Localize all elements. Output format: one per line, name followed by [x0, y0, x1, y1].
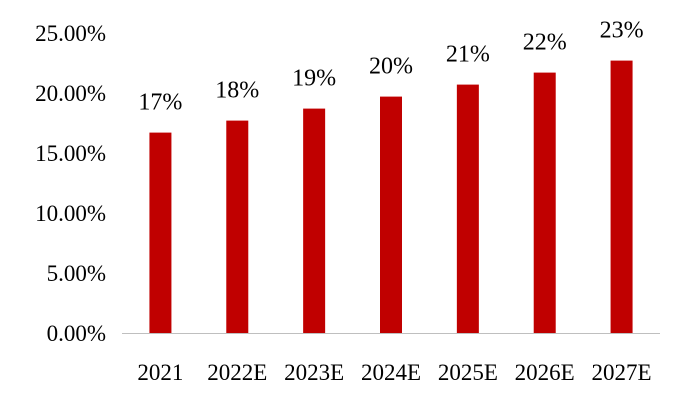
x-tick-label: 2021: [137, 360, 183, 385]
data-label: 20%: [369, 54, 413, 80]
x-tick-label: 2022E: [207, 360, 267, 385]
bar-2026e: [533, 72, 556, 333]
y-tick-label: 20.00%: [35, 81, 106, 106]
bar-2021: [149, 132, 172, 333]
x-tick-label: 2023E: [284, 360, 344, 385]
y-tick-label: 5.00%: [47, 261, 106, 286]
bar-2024e: [380, 96, 402, 333]
y-axis: 0.00% 5.00% 10.00% 15.00% 20.00% 25.00%: [35, 21, 106, 346]
data-label: 23%: [600, 18, 644, 44]
x-axis: 2021 2022E 2023E 2024E 2025E 2026E 2027E: [122, 333, 660, 385]
x-tick-label: 2027E: [592, 360, 652, 385]
data-label: 17%: [138, 90, 182, 116]
y-tick-label: 25.00%: [35, 21, 106, 46]
bar-2025e: [456, 84, 479, 333]
bar-2022e: [226, 120, 249, 333]
data-labels: 17% 18% 19% 20% 21% 22% 23%: [138, 18, 643, 116]
y-tick-label: 15.00%: [35, 141, 106, 166]
data-label: 22%: [523, 30, 567, 56]
data-label: 21%: [446, 42, 490, 68]
x-tick-label: 2026E: [515, 360, 575, 385]
y-tick-label: 0.00%: [47, 321, 106, 346]
bar-2027e: [610, 60, 633, 333]
bars: [149, 60, 633, 333]
y-tick-label: 10.00%: [35, 201, 106, 226]
x-tick-label: 2024E: [361, 360, 421, 385]
bar-2023e: [303, 108, 326, 333]
x-tick-label: 2025E: [438, 360, 498, 385]
data-label: 18%: [215, 78, 259, 104]
data-label: 19%: [292, 66, 336, 92]
